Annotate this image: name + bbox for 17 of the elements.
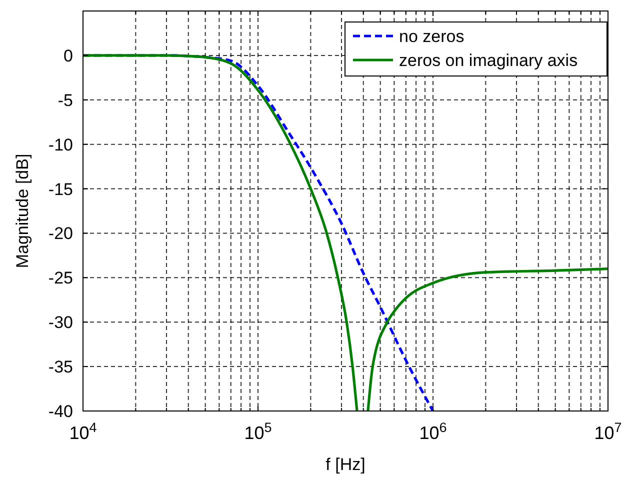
x-tick-label: 10$^{5}$ <box>244 420 272 443</box>
y-tick-label: -20 <box>48 224 73 244</box>
y-tick-label: -15 <box>48 180 73 199</box>
y-tick-label: 0 <box>64 46 73 66</box>
legend-label: zeros on imaginary axis <box>399 51 578 70</box>
y-tick-label: -5 <box>58 90 73 110</box>
y-tick-label: -30 <box>48 313 73 332</box>
legend-label: no zeros <box>399 27 464 46</box>
x-tick-label: 10$^{6}$ <box>419 420 447 443</box>
x-axis-title: f [Hz] <box>326 455 366 474</box>
x-tick-label: 10$^{4}$ <box>69 420 98 443</box>
y-tick-label: -25 <box>48 268 73 288</box>
y-tick-label: -10 <box>48 135 73 154</box>
x-tick-label: 10$^{7}$ <box>594 420 622 443</box>
y-tick-label: -35 <box>48 358 73 377</box>
y-axis-title: Magnitude [dB] <box>13 154 32 268</box>
y-tick-label: -40 <box>48 402 73 421</box>
